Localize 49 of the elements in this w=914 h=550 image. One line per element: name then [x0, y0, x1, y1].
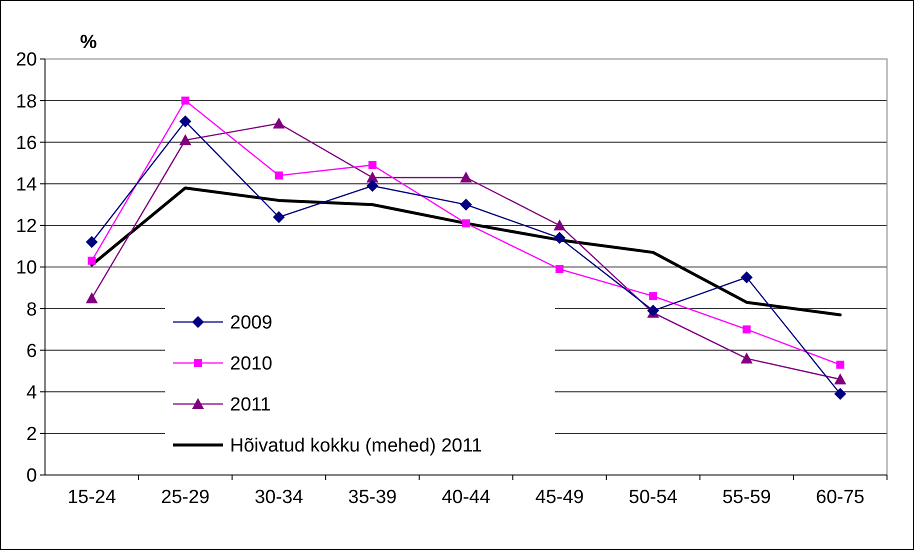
legend-label: 2010 [230, 354, 272, 375]
y-tick-label: 8 [26, 299, 37, 320]
x-tick-label: 40-44 [442, 487, 491, 508]
point [740, 271, 753, 284]
point [649, 292, 658, 300]
y-tick-label: 20 [16, 50, 37, 71]
point [179, 115, 192, 128]
y-tick-label: 18 [16, 91, 37, 112]
point [274, 171, 283, 180]
point [834, 388, 846, 400]
point [554, 219, 566, 230]
point [742, 325, 751, 334]
point [181, 96, 190, 105]
y-axis-title: % [80, 32, 97, 53]
x-tick-label: 50-54 [628, 487, 678, 508]
point [460, 172, 472, 183]
y-tick-label: 10 [16, 258, 37, 279]
y-tick-label: 16 [16, 132, 37, 154]
point [836, 360, 844, 369]
legend-label: 2011 [230, 394, 271, 416]
point [554, 232, 566, 244]
x-tick-label: 45-49 [535, 487, 584, 508]
y-tick-label: 14 [16, 174, 38, 196]
x-tick-label: 30-34 [254, 487, 304, 508]
point [462, 219, 470, 228]
point [556, 265, 564, 274]
x-tick-label: 55-59 [722, 487, 771, 508]
x-tick-label: 35-39 [348, 487, 397, 508]
point [88, 256, 96, 265]
legend-label: 2009 [230, 312, 272, 334]
y-tick-label: 2 [26, 424, 37, 446]
point [272, 117, 285, 128]
y-tick-label: 6 [26, 340, 37, 362]
x-tick-label: 60-75 [816, 487, 865, 508]
point [740, 352, 753, 364]
point [834, 373, 846, 384]
x-tick-label: 15-24 [67, 487, 116, 508]
y-tick-label: 0 [26, 466, 37, 487]
point [86, 292, 98, 304]
y-tick-label: 4 [26, 382, 38, 404]
point [366, 180, 378, 192]
y-tick-label: 12 [16, 216, 37, 238]
point [272, 211, 285, 224]
point [460, 198, 472, 211]
x-tick-label: 25-29 [161, 487, 210, 508]
point [86, 236, 98, 248]
point [179, 134, 192, 146]
legend-label: Hõivatud kokku (mehed) 2011 [230, 436, 482, 457]
point [368, 161, 376, 170]
